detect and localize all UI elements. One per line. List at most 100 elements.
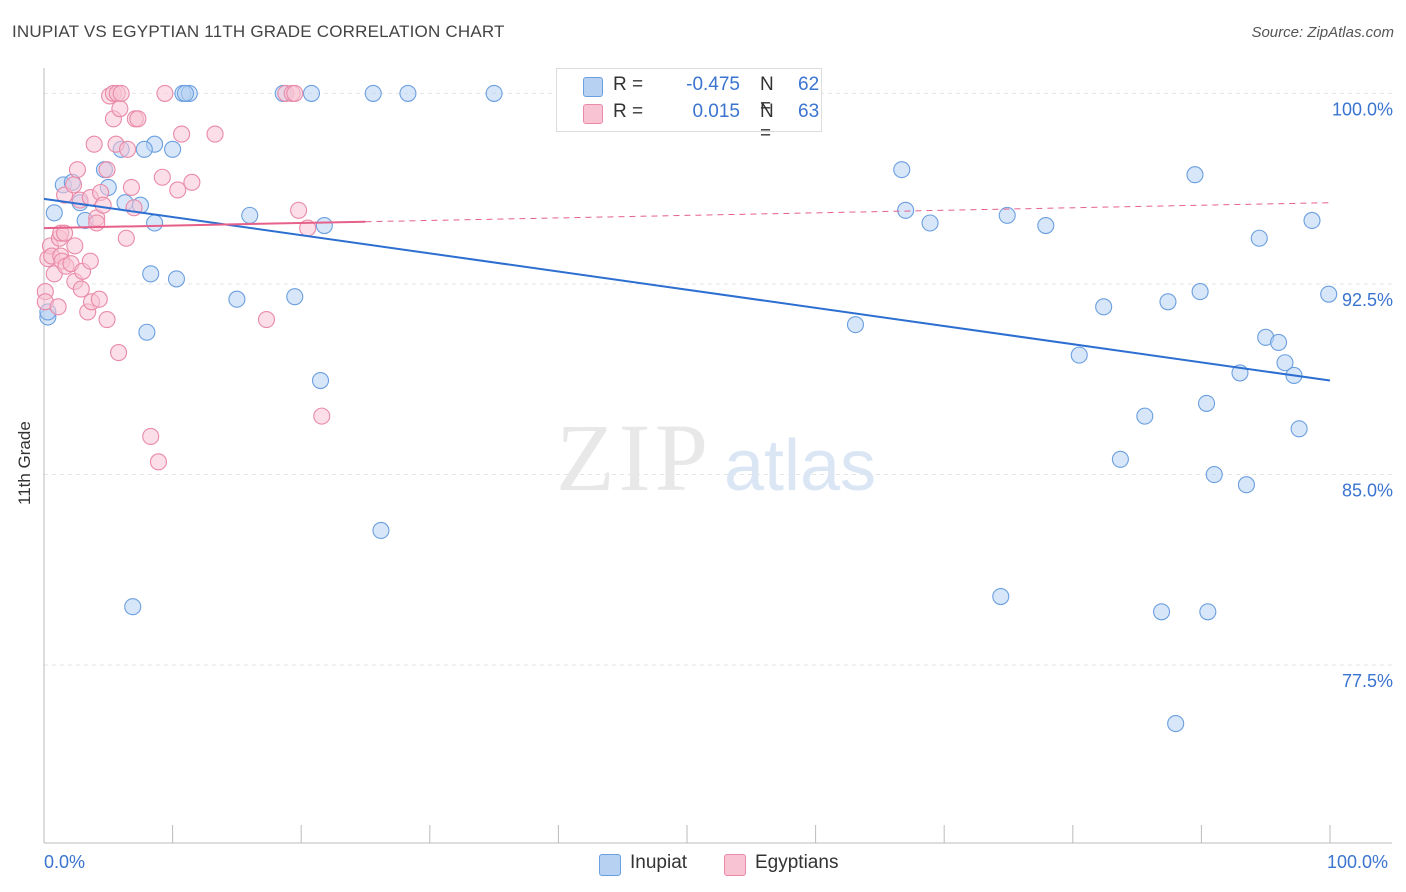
inupiat-point [485,84,503,102]
inupiat-point [1136,407,1154,425]
y-tick-label: 100.0% [1332,99,1393,119]
legend-swatch-egyptians [583,104,603,124]
inupiat-point [1111,450,1129,468]
inupiat-point [302,84,321,102]
egyptians-point [66,237,84,255]
inupiat-point [138,323,156,341]
inupiat-point [992,587,1010,606]
egyptians-point [117,229,135,247]
inupiat-point [167,270,186,288]
inupiat-point [1167,715,1185,733]
egyptians-point [206,125,224,143]
egyptians-point [119,140,137,158]
egyptians-point [112,84,130,102]
egyptians-point [56,224,74,242]
inupiat-point [1320,285,1338,303]
inupiat-point [146,214,164,232]
egyptians-point [110,344,128,362]
egyptians-point [257,311,276,329]
egyptians-trend-extension [365,202,1331,223]
inupiat-point [1303,211,1321,230]
egyptians-point [129,110,147,128]
egyptians-point [156,84,174,102]
bottom-legend-swatch-inupiat [599,854,621,876]
inupiat-point [1186,166,1204,184]
inupiat-point [1070,346,1088,364]
inupiat-point [311,371,330,390]
egyptians-point [290,201,308,219]
inupiat-point [897,201,915,219]
egyptians-point [85,135,103,153]
egyptians-point [169,181,187,199]
watermark-zip: ZIP [556,404,712,511]
inupiat-point [1191,283,1209,301]
egyptians-point [94,196,112,214]
watermark-atlas: atlas [724,426,876,506]
inupiat-point [846,316,865,334]
inupiat-point [372,521,390,540]
x-tick-label-min: 0.0% [44,852,86,872]
egyptians-points [36,84,331,471]
inupiat-point [1237,476,1255,494]
legend-n-value: 62 [798,74,820,95]
y-tick-label: 92.5% [1342,290,1393,310]
egyptians-point [183,173,201,191]
inupiat-point [399,84,417,102]
inupiat-point [1276,354,1294,372]
inupiat-point [1159,293,1177,311]
egyptians-point [313,407,331,425]
inupiat-point [998,206,1016,224]
chart-title: INUPIAT VS EGYPTIAN 11TH GRADE CORRELATI… [12,22,505,41]
inupiat-point [1270,333,1288,351]
bottom-legend-swatch-egyptians [724,854,746,876]
inupiat-point [45,204,63,222]
inupiat-point [921,214,939,232]
egyptians-point [81,252,99,270]
legend-r-label: R = [613,74,644,95]
egyptians-point [149,453,168,471]
egyptians-point [49,298,67,316]
egyptians-trend-line [43,220,366,230]
y-axis-label: 11th Grade [15,421,34,505]
inupiat-point [1199,603,1217,621]
inupiat-point [1095,298,1113,316]
inupiat-point [364,84,382,102]
inupiat-point [135,140,153,158]
egyptians-point [122,178,140,196]
inupiat-point [142,265,160,283]
egyptians-point [142,427,160,445]
inupiat-point [1037,216,1055,235]
source-label: Source: ZipAtlas.com [1251,24,1394,41]
inupiat-point [315,216,333,235]
y-tick-labels: 100.0% 92.5% 85.0% 77.5% [1332,99,1393,691]
inupiat-point [176,84,195,102]
inupiat-point [124,598,142,616]
inupiat-point [164,140,182,158]
inupiat-point [1290,420,1308,438]
bottom-legend-label-egyptians: Egyptians [755,852,839,873]
inupiat-point [1250,229,1268,247]
egyptians-point [111,100,129,118]
egyptians-point [173,125,191,143]
egyptians-point [68,161,86,179]
legend-n-label: N = [760,74,774,117]
inupiat-point [241,206,259,224]
inupiat-point [286,288,304,306]
egyptians-point [72,280,90,298]
watermark: ZIP atlas [556,404,876,511]
legend-swatch-inupiat [583,77,603,97]
bottom-legend-label-inupiat: Inupiat [630,852,688,873]
legend: R = -0.475 N = 62 R = 0.015 N = 63 [556,68,822,144]
legend-n-label: N = [760,101,774,144]
egyptians-point [88,214,106,232]
inupiat-point [1205,466,1223,484]
egyptians-point [90,290,108,308]
egyptians-point [153,168,171,186]
x-tick-label-max: 100.0% [1327,852,1389,872]
y-tick-label: 77.5% [1342,671,1393,691]
inupiat-point [1197,394,1216,412]
inupiat-trend-line [43,197,1331,382]
inupiat-point [893,161,911,179]
inupiat-point [228,290,246,308]
